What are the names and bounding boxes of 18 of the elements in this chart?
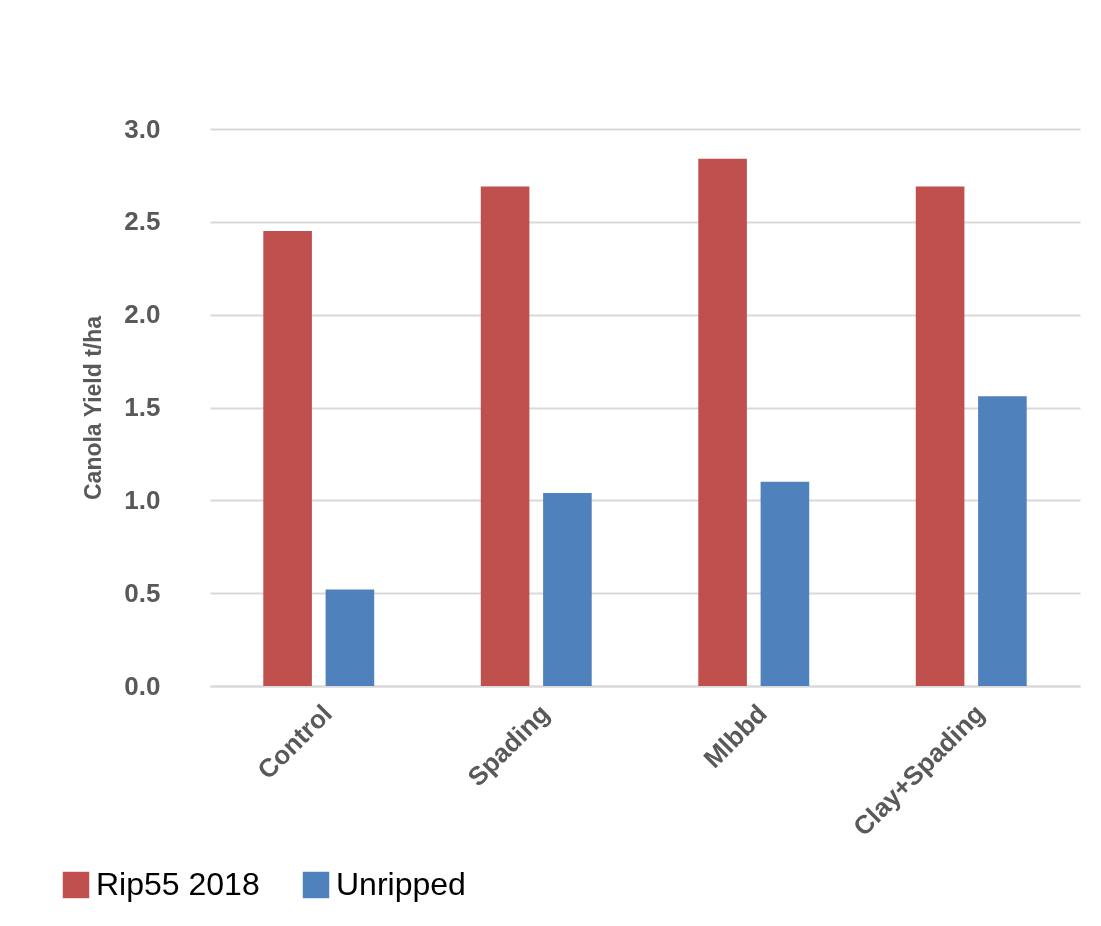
bar <box>263 231 312 686</box>
legend-label: Rip55 2018 <box>96 866 260 902</box>
y-tick-label: 3.0 <box>124 113 161 144</box>
bar <box>760 481 810 686</box>
bar <box>325 589 375 686</box>
y-tick-label: 2.0 <box>124 299 161 330</box>
bar <box>480 186 530 686</box>
bar <box>978 396 1027 686</box>
bar <box>698 158 747 686</box>
bar <box>543 492 592 686</box>
y-tick-label: 1.5 <box>124 392 161 422</box>
y-axis-title: Canola Yield t/ha <box>80 315 107 501</box>
bar <box>915 186 965 686</box>
y-tick-label: 2.5 <box>124 206 161 237</box>
y-tick-label: 0.5 <box>124 577 161 608</box>
legend-label: Unripped <box>336 866 466 902</box>
y-tick-label: 1.0 <box>124 484 161 515</box>
y-tick-label: 0.0 <box>124 670 161 701</box>
